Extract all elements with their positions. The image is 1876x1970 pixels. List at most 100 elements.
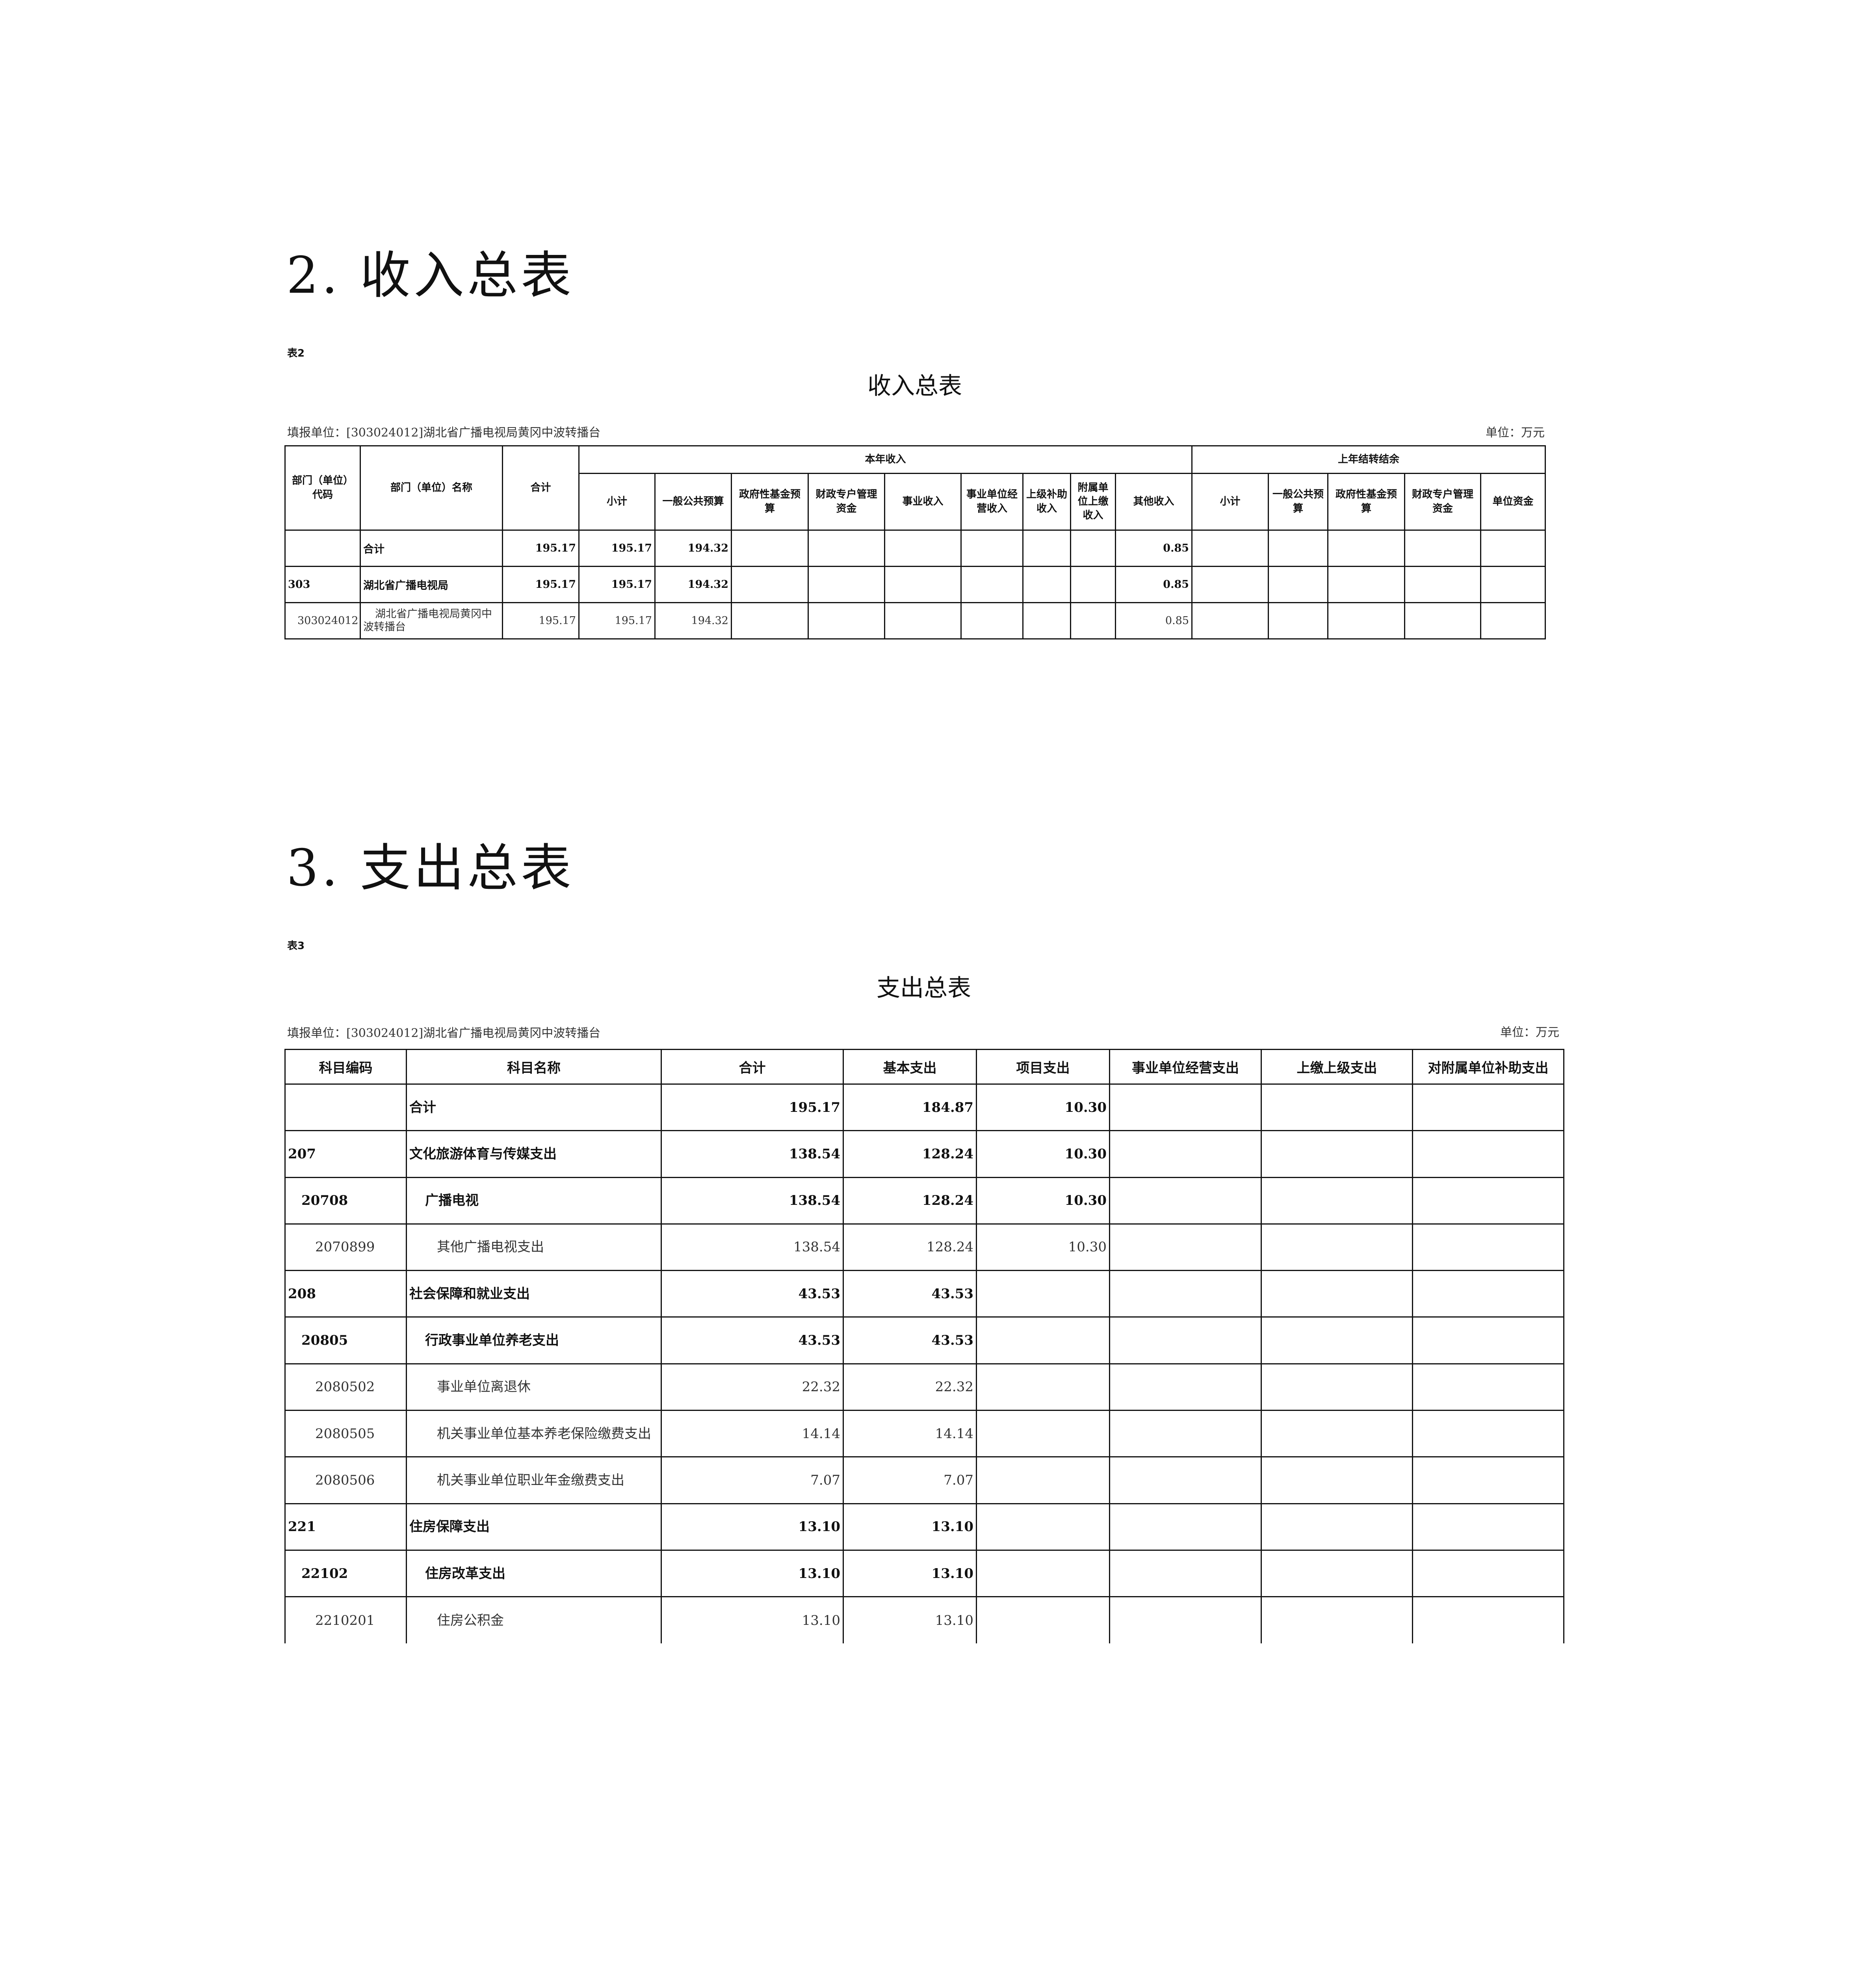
subject-name-cell: 社会保障和就业支出 xyxy=(406,1270,662,1318)
amount-cell xyxy=(1109,1363,1262,1411)
amount-cell: 0.85 xyxy=(1114,566,1193,603)
amount-cell xyxy=(960,566,1023,603)
dept-name-cell: 湖北省广播电视局黄冈中波转播台 xyxy=(360,602,503,639)
amount-cell: 13.10 xyxy=(843,1549,977,1598)
amount-cell: 14.14 xyxy=(661,1410,844,1458)
amount-cell: 195.17 xyxy=(502,530,580,567)
income-filler-unit: 填报单位：[303024012]湖北省广播电视局黄冈中波转播台 xyxy=(287,426,601,440)
header-current-col: 政府性基金预算 xyxy=(731,473,809,531)
amount-cell xyxy=(1109,1083,1262,1132)
header-dept-code: 部门（单位）代码 xyxy=(284,445,361,531)
amount-cell: 10.30 xyxy=(976,1083,1110,1132)
table-row: 207 文化旅游体育与传媒支出 138.54 128.24 10.30 xyxy=(284,1130,1564,1178)
amount-cell xyxy=(884,602,962,639)
amount-cell: 138.54 xyxy=(661,1130,844,1178)
table-row: 20708 广播电视 138.54 128.24 10.30 xyxy=(284,1176,1564,1225)
amount-cell xyxy=(976,1270,1110,1318)
amount-cell xyxy=(1109,1410,1262,1458)
subject-name-cell: 其他广播电视支出 xyxy=(406,1223,662,1271)
subject-code-cell: 2080506 xyxy=(284,1456,407,1504)
subject-code-cell: 22102 xyxy=(284,1549,407,1598)
header-prior-col: 一般公共预算 xyxy=(1268,473,1329,531)
amount-cell xyxy=(1412,1130,1564,1178)
amount-cell: 195.17 xyxy=(502,566,580,603)
amount-cell xyxy=(1109,1176,1262,1225)
amount-cell xyxy=(1191,530,1269,567)
subject-code-cell: 208 xyxy=(284,1270,407,1318)
table-row: 303 湖北省广播电视局 195.17 195.17 194.32 0.85 xyxy=(284,566,1546,603)
table-row: 2080506 机关事业单位职业年金缴费支出 7.07 7.07 xyxy=(284,1456,1564,1504)
dept-code-cell xyxy=(284,530,361,567)
table-row: 22102 住房改革支出 13.10 13.10 xyxy=(284,1549,1564,1598)
amount-cell xyxy=(808,566,885,603)
expense-filler-unit: 填报单位：[303024012]湖北省广播电视局黄冈中波转播台 xyxy=(287,1026,601,1040)
table-row: 303024012 湖北省广播电视局黄冈中波转播台 195.17 195.17 194.… xyxy=(284,602,1546,639)
header-current-col: 事业收入 xyxy=(884,473,962,531)
amount-cell xyxy=(1327,566,1406,603)
subject-name-cell: 广播电视 xyxy=(406,1176,662,1225)
amount-cell xyxy=(731,602,809,639)
table-row: 221 住房保障支出 13.10 13.10 xyxy=(284,1503,1564,1551)
income-money-unit: 单位：万元 xyxy=(1486,426,1545,440)
amount-cell xyxy=(1412,1549,1564,1598)
header-current-col: 财政专户管理资金 xyxy=(808,473,885,531)
amount-cell xyxy=(1261,1316,1413,1364)
amount-cell xyxy=(1412,1456,1564,1504)
amount-cell xyxy=(1412,1410,1564,1458)
amount-cell xyxy=(1412,1176,1564,1225)
subject-name-cell: 住房公积金 xyxy=(406,1596,662,1644)
subject-code-cell: 207 xyxy=(284,1130,407,1178)
header-prior-col: 财政专户管理资金 xyxy=(1404,473,1482,531)
amount-cell: 43.53 xyxy=(843,1270,977,1318)
header-current-col: 上级补助收入 xyxy=(1022,473,1071,531)
amount-cell xyxy=(1327,602,1406,639)
subject-name-cell: 住房保障支出 xyxy=(406,1503,662,1551)
amount-cell xyxy=(1261,1503,1413,1551)
amount-cell xyxy=(1412,1363,1564,1411)
subject-name-cell: 住房改革支出 xyxy=(406,1549,662,1598)
amount-cell: 13.10 xyxy=(843,1596,977,1644)
amount-cell xyxy=(1191,566,1269,603)
amount-cell xyxy=(731,566,809,603)
amount-cell xyxy=(1261,1270,1413,1318)
amount-cell xyxy=(976,1549,1110,1598)
amount-cell xyxy=(1412,1503,1564,1551)
amount-cell xyxy=(1070,530,1116,567)
header-col: 上缴上级支出 xyxy=(1261,1049,1413,1085)
expense-table-title: 支出总表 xyxy=(877,974,971,1002)
amount-cell: 195.17 xyxy=(578,602,656,639)
header-prior-col: 单位资金 xyxy=(1480,473,1546,531)
amount-cell: 10.30 xyxy=(976,1130,1110,1178)
expense-summary-table: 科目编码 科目名称 合计 基本支出 项目支出 事业单位经营支出 上缴上级支出 对附属单位补助支… xyxy=(284,1049,1564,1644)
header-prior-col: 小计 xyxy=(1191,473,1269,531)
header-current-year-income: 本年收入 xyxy=(578,445,1193,474)
amount-cell: 194.32 xyxy=(654,602,732,639)
table-row: 合计 195.17 184.87 10.30 xyxy=(284,1083,1564,1132)
subject-code-cell: 2080502 xyxy=(284,1363,407,1411)
amount-cell: 7.07 xyxy=(843,1456,977,1504)
table-row: 20805 行政事业单位养老支出 43.53 43.53 xyxy=(284,1316,1564,1364)
amount-cell xyxy=(1261,1410,1413,1458)
header-col: 合计 xyxy=(661,1049,844,1085)
expense-table-number: 表3 xyxy=(287,940,305,952)
amount-cell xyxy=(976,1503,1110,1551)
subject-name-cell: 合计 xyxy=(406,1083,662,1132)
amount-cell: 128.24 xyxy=(843,1223,977,1271)
amount-cell: 195.17 xyxy=(578,566,656,603)
amount-cell: 14.14 xyxy=(843,1410,977,1458)
subject-name-cell: 事业单位离退休 xyxy=(406,1363,662,1411)
amount-cell xyxy=(1109,1549,1262,1598)
amount-cell: 10.30 xyxy=(976,1176,1110,1225)
subject-name-cell: 行政事业单位养老支出 xyxy=(406,1316,662,1364)
amount-cell xyxy=(976,1596,1110,1644)
dept-name-cell: 合计 xyxy=(360,530,503,567)
expense-money-unit: 单位：万元 xyxy=(1500,1026,1559,1039)
amount-cell xyxy=(1261,1549,1413,1598)
amount-cell: 128.24 xyxy=(843,1176,977,1225)
amount-cell xyxy=(1412,1316,1564,1364)
income-section-heading: 2. 收入总表 xyxy=(286,246,574,305)
header-prior-col: 政府性基金预算 xyxy=(1327,473,1406,531)
header-col: 基本支出 xyxy=(843,1049,977,1085)
amount-cell xyxy=(1268,530,1329,567)
table-row: 2070899 其他广播电视支出 138.54 128.24 10.30 xyxy=(284,1223,1564,1271)
